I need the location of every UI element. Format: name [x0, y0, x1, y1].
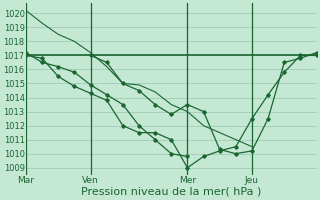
X-axis label: Pression niveau de la mer( hPa ): Pression niveau de la mer( hPa ) — [81, 187, 261, 197]
